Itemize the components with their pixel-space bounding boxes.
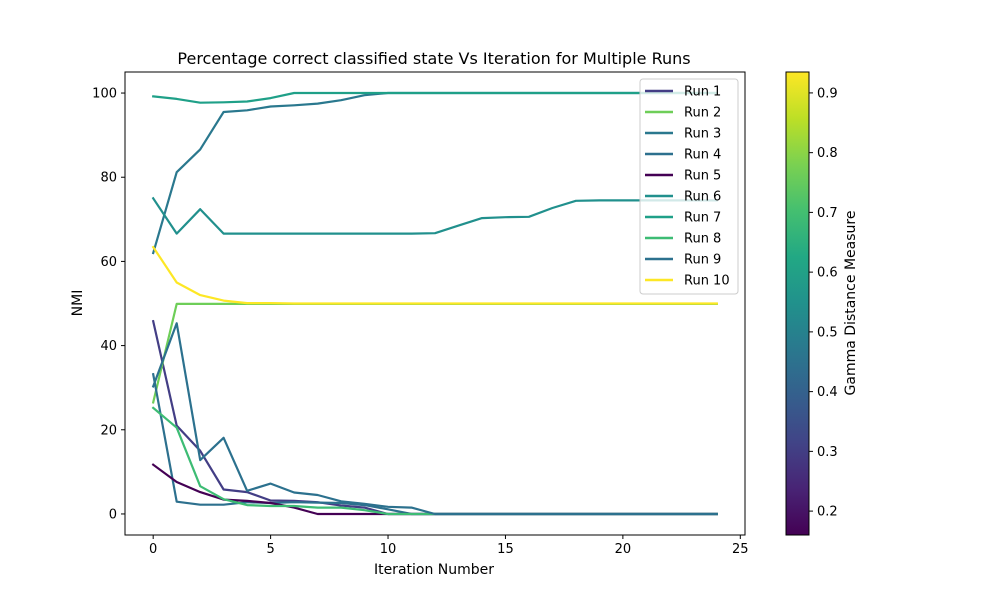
x-axis-label: Iteration Number <box>374 562 494 578</box>
colorbar-tick-label: 0.8 <box>817 146 838 161</box>
colorbar: 0.2 0.3 0.4 0.5 0.6 0.7 0.8 0.9 Gamma Distance … <box>785 71 859 536</box>
legend-label: Run 9 <box>684 253 721 268</box>
legend-label: Run 8 <box>684 232 721 247</box>
legend-label: Run 5 <box>684 169 721 184</box>
colorbar-tick-label: 0.9 <box>817 86 838 101</box>
series-line-run-10 <box>151 245 718 305</box>
series-line-run-6 <box>151 196 718 235</box>
y-tick-label: 60 <box>100 255 117 270</box>
legend-label: Run 10 <box>684 274 730 289</box>
series-line-run-9 <box>151 322 718 516</box>
x-tick-label: 0 <box>149 542 157 557</box>
colorbar-tick-label: 0.4 <box>817 385 838 400</box>
legend-label: Run 1 <box>684 85 721 100</box>
x-tick-label: 10 <box>380 542 397 557</box>
colorbar-tick-label: 0.2 <box>817 505 838 520</box>
y-tick-label: 80 <box>100 171 117 186</box>
y-tick-label: 100 <box>92 87 117 102</box>
x-tick-label: 20 <box>615 542 632 557</box>
colorbar-tick-label: 0.7 <box>817 206 838 221</box>
legend-label: Run 2 <box>684 106 721 121</box>
legend-label: Run 7 <box>684 211 721 226</box>
colorbar-tick-label: 0.6 <box>817 266 838 281</box>
legend-label: Run 3 <box>684 127 721 142</box>
y-tick-label: 0 <box>109 507 117 522</box>
legend-label: Run 4 <box>684 148 721 163</box>
series-line-run-7 <box>151 91 718 104</box>
y-axis-label: NMI <box>70 290 86 317</box>
x-axis: 0 5 10 15 20 25 <box>149 535 749 557</box>
x-tick-label: 5 <box>266 542 274 557</box>
legend-label: Run 6 <box>684 190 721 205</box>
series-lines <box>151 91 718 516</box>
x-tick-label: 15 <box>497 542 514 557</box>
colorbar-tick-label: 0.3 <box>817 445 838 460</box>
legend: Run 1 Run 2 Run 3 Run 4 Run 5 Run 6 Run 7 Run 8… <box>639 78 739 295</box>
y-axis: 0 20 40 60 80 100 <box>92 87 125 522</box>
colorbar-tick-label: 0.5 <box>817 325 838 340</box>
colorbar-label: Gamma Distance Measure <box>843 211 859 396</box>
chart-title: Percentage correct classified state Vs I… <box>177 49 690 68</box>
y-tick-label: 20 <box>100 423 117 438</box>
colorbar-gradient <box>785 71 810 536</box>
y-tick-label: 40 <box>100 339 117 354</box>
x-tick-label: 25 <box>732 542 749 557</box>
